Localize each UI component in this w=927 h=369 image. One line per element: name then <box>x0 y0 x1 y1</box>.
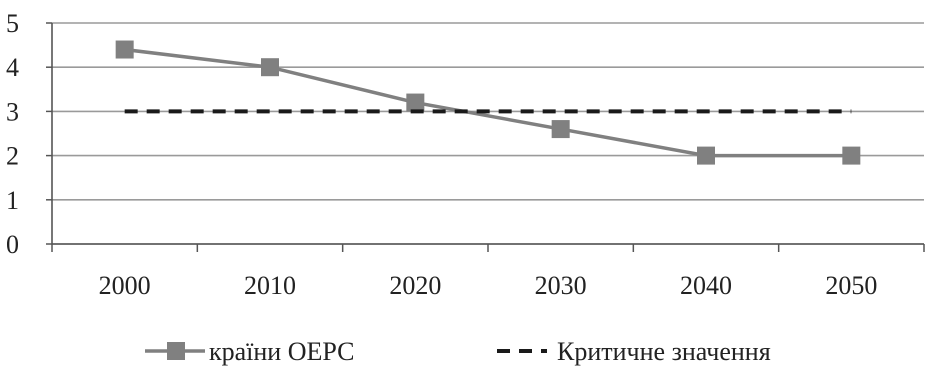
x-tick-label: 2010 <box>244 271 296 300</box>
data-point <box>115 40 134 59</box>
y-tick-label: 2 <box>6 142 19 171</box>
series-line-oecd <box>124 47 852 158</box>
data-point <box>261 58 279 77</box>
legend-item-oecd: країни ОЕРС <box>145 337 355 366</box>
x-tick-labels: 2000 2010 2020 2030 2040 2050 <box>99 271 878 300</box>
x-tick-label: 2030 <box>535 271 587 300</box>
series-layer <box>115 40 861 165</box>
y-tick-label: 0 <box>6 230 19 259</box>
legend: країни ОЕРС Критичне значення <box>145 337 771 366</box>
x-tick-label: 2050 <box>825 271 877 300</box>
legend-label: країни ОЕРС <box>209 337 355 366</box>
data-point <box>842 146 861 165</box>
legend-label: Критичне значення <box>557 337 771 366</box>
x-tick-label: 2020 <box>389 271 441 300</box>
data-point <box>697 146 715 165</box>
legend-item-critical: Критичне значення <box>497 337 771 366</box>
y-tick-label: 4 <box>6 53 19 82</box>
y-tick-label: 3 <box>6 97 19 126</box>
legend-square-marker-icon <box>167 342 185 360</box>
series-0 <box>115 40 861 165</box>
data-point <box>551 120 570 139</box>
axes <box>46 22 925 252</box>
x-tick-label: 2040 <box>680 271 732 300</box>
x-tick-label: 2000 <box>99 271 151 300</box>
y-tick-label: 5 <box>6 9 19 38</box>
data-point <box>406 93 425 112</box>
y-tick-labels: 0 1 2 3 4 5 <box>6 9 19 259</box>
y-tick-label: 1 <box>6 186 19 215</box>
